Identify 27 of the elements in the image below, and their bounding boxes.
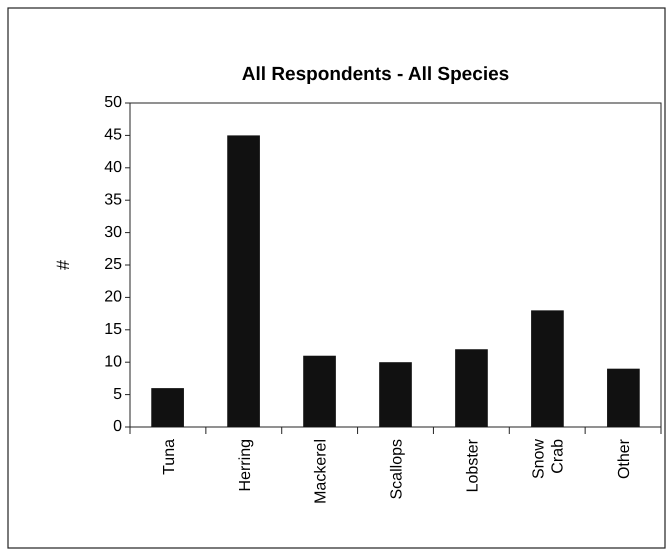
y-tick-label: 25 <box>104 256 122 274</box>
bar <box>227 135 260 427</box>
bar <box>151 388 184 427</box>
y-tick-label: 10 <box>104 353 122 370</box>
y-tick-label: 50 <box>104 94 122 112</box>
chart-title: All Respondents - All Species <box>242 64 510 85</box>
y-tick-label: 0 <box>113 418 122 436</box>
bar <box>303 356 336 427</box>
y-tick-label: 30 <box>104 224 122 241</box>
x-tick-label: Other <box>616 438 634 480</box>
x-tick-label: Herring <box>236 439 254 492</box>
bar <box>531 310 564 427</box>
x-tick-label: Lobster <box>464 438 482 492</box>
y-tick-label: 15 <box>104 321 122 338</box>
x-tick-label: Tuna <box>160 438 178 475</box>
x-tick-label: Snow Crab <box>530 438 567 480</box>
bar <box>607 368 640 427</box>
y-axis-title: # <box>52 260 73 270</box>
y-tick-label: 45 <box>104 126 122 144</box>
bar <box>455 349 488 427</box>
y-tick-label: 5 <box>113 386 122 403</box>
x-tick-label: Mackerel <box>312 439 330 504</box>
y-tick-label: 40 <box>104 159 122 176</box>
x-tick-label: Scallops <box>388 439 406 500</box>
bar <box>379 362 412 427</box>
y-tick-label: 35 <box>104 191 122 208</box>
y-tick-label: 20 <box>104 288 122 306</box>
